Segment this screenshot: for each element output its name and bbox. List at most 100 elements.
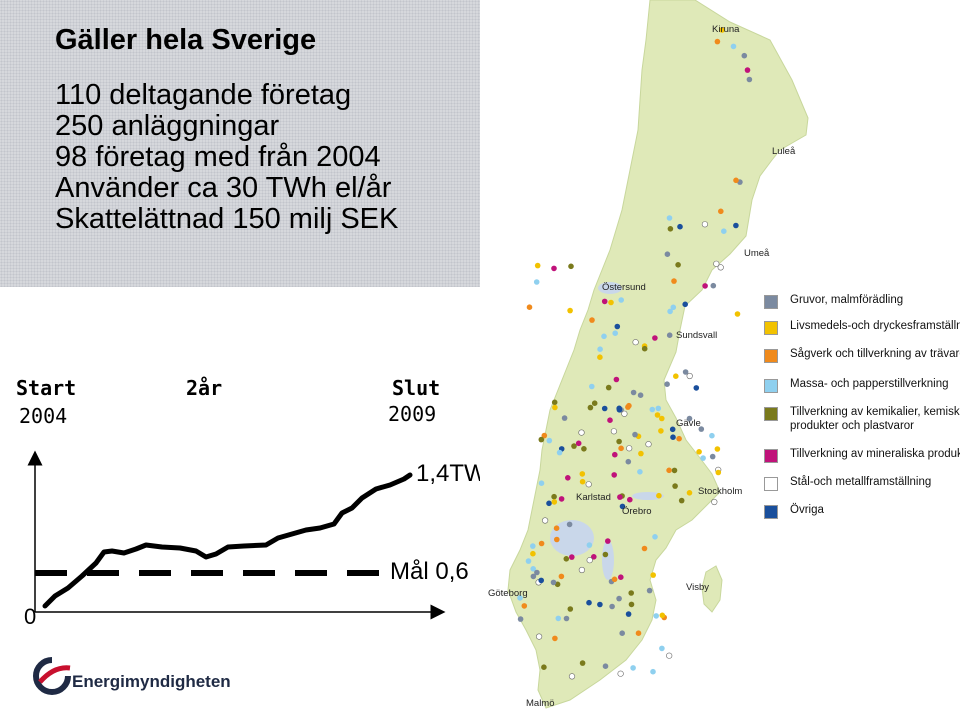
facility-dot	[551, 499, 558, 505]
city-label: Göteborg	[488, 588, 528, 599]
facility-dot	[530, 566, 536, 572]
facility-dot	[569, 554, 575, 560]
facility-dot	[535, 633, 543, 640]
facility-dot	[702, 283, 708, 289]
logo-mark-icon	[33, 657, 71, 695]
city-label: Luleå	[772, 146, 796, 157]
facility-dot	[611, 576, 618, 583]
facility-dot	[628, 590, 634, 596]
timeline-start-year: 2004	[19, 404, 68, 428]
facility-dot	[556, 449, 563, 456]
timeline-end-year: 2009	[388, 402, 437, 426]
facility-dot	[533, 279, 540, 285]
facility-dot	[541, 432, 548, 439]
facility-dot	[571, 443, 577, 449]
facility-dot	[715, 469, 722, 476]
facility-dot	[666, 215, 673, 221]
facility-dot	[658, 428, 664, 434]
info-line: Använder ca 30 TWh el/år	[55, 172, 392, 204]
facility-dot	[610, 428, 617, 435]
facility-dot	[655, 405, 662, 412]
facility-dot	[619, 503, 626, 510]
facility-dot	[678, 497, 685, 504]
facility-dot	[586, 542, 593, 548]
city-label: Örebro	[622, 506, 652, 517]
facility-dot	[551, 265, 557, 272]
facility-dot	[670, 434, 676, 441]
facility-dot	[538, 540, 545, 547]
energimyndigheten-logo: Energimyndigheten	[32, 654, 231, 702]
facility-dot	[530, 550, 536, 557]
city-label: Stockholm	[698, 486, 743, 497]
facility-dot	[677, 223, 683, 230]
facility-dot	[626, 445, 633, 452]
facility-dot	[659, 612, 666, 619]
facility-dot	[601, 405, 608, 412]
facility-dot	[579, 478, 586, 485]
facility-dot	[670, 304, 677, 311]
facility-dot	[602, 663, 609, 669]
legend-item: Stål-och metallframställning	[762, 474, 960, 500]
facility-dot	[538, 577, 544, 584]
savings-curve	[42, 472, 413, 609]
facility-dot	[721, 228, 727, 234]
facility-dot	[579, 660, 586, 666]
city-label: Karlstad	[576, 492, 611, 503]
facility-dot	[534, 569, 540, 576]
city-label: Visby	[686, 582, 710, 593]
legend-item: Massa- och papperstillverkning	[762, 376, 960, 402]
facility-dot	[551, 493, 557, 500]
facility-dot	[667, 308, 673, 315]
facility-dot	[589, 383, 595, 390]
facility-dot	[632, 431, 638, 438]
timeline-start-label: Start	[16, 376, 77, 400]
facility-dot	[521, 603, 528, 609]
facility-dot	[567, 307, 573, 314]
city-label: Gävle	[676, 418, 701, 429]
facility-dots	[517, 27, 753, 680]
facility-dot	[673, 373, 679, 380]
legend-item: Tillverkning av kemikalier, kemiska prod…	[762, 404, 960, 438]
facility-dot	[744, 67, 751, 73]
facility-dot	[671, 467, 678, 474]
legend-swatch	[764, 407, 778, 421]
facility-dot	[578, 429, 585, 436]
info-line: 110 deltagande företag	[55, 79, 352, 111]
facility-dot	[565, 475, 571, 481]
facility-dot	[682, 301, 688, 308]
facility-dot	[550, 579, 557, 586]
facility-dot	[714, 446, 721, 452]
facility-dot	[741, 52, 748, 59]
legend-item: Övriga	[762, 502, 960, 528]
legend-item: Sågverk och tillverkning av trävaror	[762, 346, 960, 372]
facility-dot	[563, 615, 570, 622]
facility-dot	[650, 668, 656, 675]
facility-dot	[646, 587, 653, 594]
facility-dot	[558, 573, 565, 580]
facility-dot	[638, 450, 644, 457]
facility-dot	[563, 556, 570, 562]
legend-label: Livsmedels-och dryckesframställning	[790, 320, 960, 332]
facility-dot	[641, 545, 648, 552]
facility-dot	[733, 222, 739, 229]
facility-dot	[652, 534, 658, 540]
facility-dot	[746, 76, 753, 83]
facility-dot	[587, 404, 594, 411]
facility-dot	[553, 525, 560, 531]
facility-dot	[602, 551, 609, 558]
sweden-map: Kiruna Luleå Umeå Östersund Sundsvall Gä…	[480, 0, 960, 722]
info-title: Gäller hela Sverige	[55, 24, 317, 56]
legend-swatch	[764, 295, 778, 309]
facility-dot	[696, 449, 702, 455]
facility-dot	[659, 645, 665, 652]
facility-dot	[618, 574, 624, 580]
facility-dot	[591, 400, 598, 407]
legend-label: Gruvor, malmförädling	[790, 294, 904, 306]
facility-dot	[538, 436, 545, 443]
malaren-lake	[632, 492, 664, 500]
storsjon-lake	[598, 282, 622, 294]
facility-dot	[617, 494, 623, 500]
facility-dot	[546, 500, 552, 507]
legend-label: Stål-och metallframställning	[790, 476, 932, 488]
facility-dot	[586, 557, 593, 564]
